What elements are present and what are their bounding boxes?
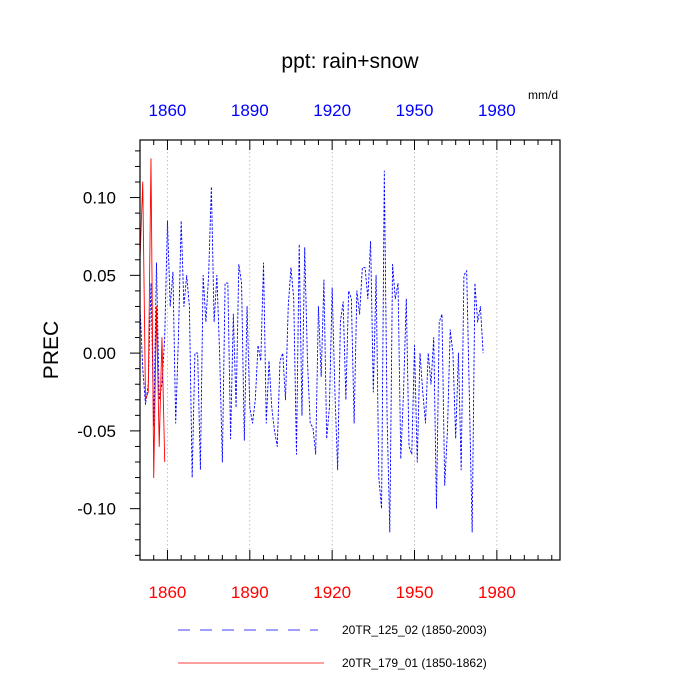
tick-labels: 1860 1860 1890 1890 1920 1920 1950 1950 1980 1980… [77, 101, 516, 602]
legend-label-series-1: 20TR_125_02 (1850-2003) [342, 623, 487, 637]
x-tick-label-top-1860: 1860 [149, 101, 187, 120]
x-tick-label-bottom-1980: 1980 [478, 583, 516, 602]
series-group [139, 158, 484, 533]
y-tick-label-2: 0.00 [83, 344, 116, 363]
legend: 20TR_125_02 (1850-2003) 20TR_179_01 (185… [178, 623, 487, 670]
units-label: mm/d [528, 88, 558, 102]
y-axis-label: PREC [40, 321, 63, 379]
x-tick-label-top-1950: 1950 [396, 101, 434, 120]
axis-ticks [130, 140, 553, 560]
series-line-1 [139, 170, 484, 533]
gridlines [167, 140, 498, 560]
x-tick-label-bottom-1890: 1890 [231, 583, 269, 602]
y-tick-label-3: -0.05 [77, 422, 116, 441]
legend-label-series-2: 20TR_179_01 (1850-1862) [342, 656, 487, 670]
x-tick-label-top-1890: 1890 [231, 101, 269, 120]
series-line-2 [139, 158, 166, 479]
chart-title: ppt: rain+snow [281, 50, 419, 73]
x-tick-label-bottom-1920: 1920 [313, 583, 351, 602]
plot-frame [139, 139, 561, 561]
x-tick-label-bottom-1860: 1860 [149, 583, 187, 602]
y-tick-label-4: -0.10 [77, 500, 116, 519]
x-tick-label-top-1920: 1920 [313, 101, 351, 120]
y-tick-label-0: 0.10 [83, 189, 116, 208]
x-tick-label-bottom-1950: 1950 [396, 583, 434, 602]
y-tick-label-1: 0.05 [83, 266, 116, 285]
x-tick-label-top-1980: 1980 [478, 101, 516, 120]
